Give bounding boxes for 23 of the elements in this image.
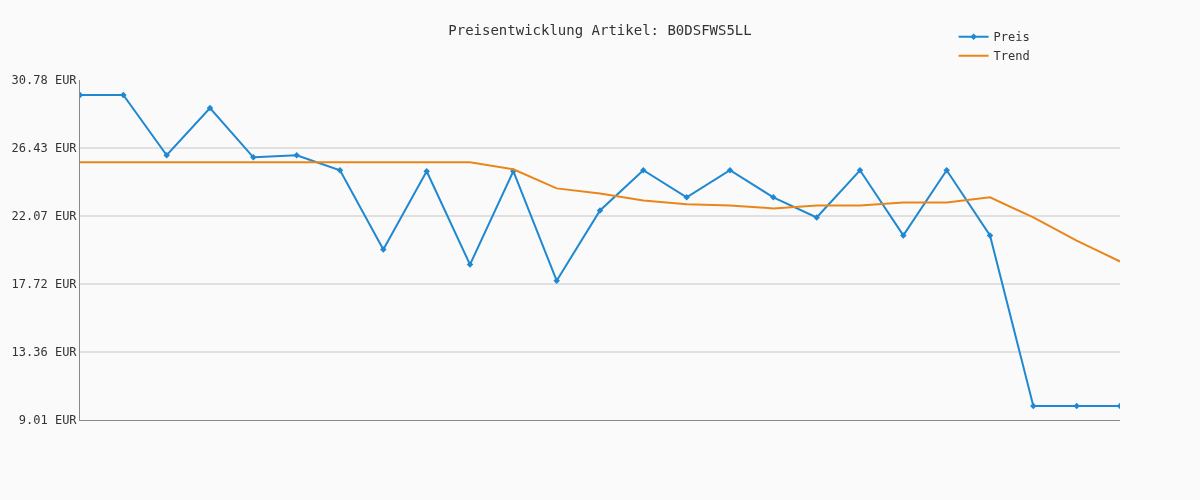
y-tick-label: 30.78 EUR [11,73,78,88]
line-series [80,91,1120,410]
legend-label: Preis [993,30,1030,45]
point [206,104,214,112]
point [163,152,170,159]
point [900,232,907,239]
y-tick-label: 9.01 EUR [18,413,78,428]
chart-title: Preisentwicklung Artikel: B0DSFWS5LL [448,21,752,38]
point [683,194,690,201]
y-tick-label: 26.43 EUR [11,141,78,156]
point [770,194,777,201]
y-tick-label: 22.07 EUR [11,209,78,224]
y-tick-label: 17.72 EUR [11,277,78,292]
y-tick-label: 13.36 EUR [11,345,78,360]
point [943,167,950,174]
point [293,152,300,159]
point [380,246,387,253]
point [553,277,560,284]
point [813,214,820,221]
legend-label: Trend [993,49,1030,64]
point [640,167,647,174]
point [250,154,257,161]
point [423,167,430,175]
